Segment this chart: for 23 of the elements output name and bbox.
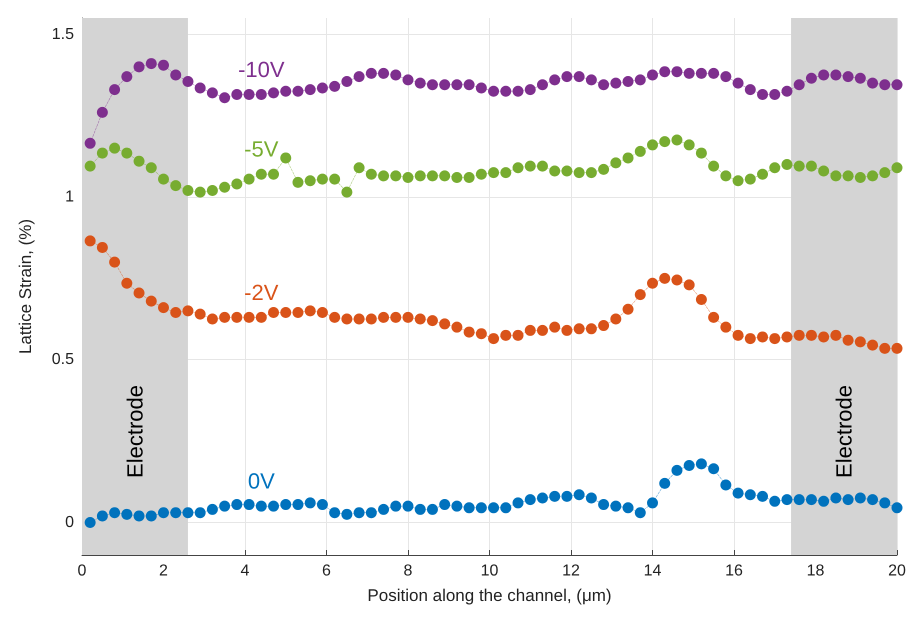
series-label: -5V: [244, 136, 279, 162]
y-tick-label: 0: [65, 514, 74, 531]
series-label: 0V: [248, 468, 276, 494]
x-tick-label: 12: [562, 562, 580, 580]
series-label: -2V: [244, 280, 279, 305]
y-tick-label: 0.5: [52, 351, 74, 368]
y-tick-label: 1.5: [52, 26, 74, 43]
x-tick-label: 8: [404, 562, 413, 580]
x-axis-title: Position along the channel, (μm): [367, 586, 612, 605]
x-tick-label: 4: [240, 562, 250, 580]
y-axis-title: Lattice Strain, (%): [16, 218, 35, 354]
x-tick-label: 18: [806, 562, 824, 580]
x-tick-label: 16: [725, 562, 743, 580]
x-tick-label: 2: [159, 562, 168, 580]
x-tick-label: 0: [78, 562, 87, 580]
x-tick-label: 10: [480, 562, 498, 580]
band-label: Electrode: [832, 385, 857, 478]
band-label: Electrode: [122, 385, 148, 478]
x-tick-label: 6: [322, 562, 332, 580]
x-tick-label: 20: [888, 562, 906, 580]
y-tick-label: 1: [65, 188, 74, 206]
x-tick-label: 14: [644, 562, 662, 580]
series-label: -10V: [238, 56, 285, 82]
